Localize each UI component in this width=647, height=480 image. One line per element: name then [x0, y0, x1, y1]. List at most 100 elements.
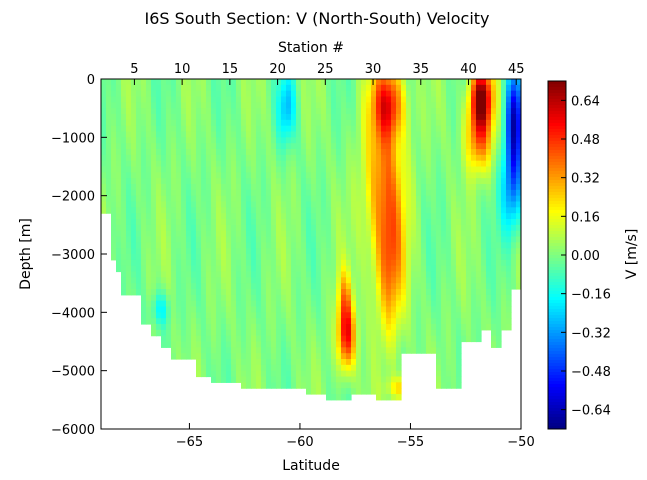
colorbar-segment — [548, 387, 566, 391]
heatmap-cell — [366, 300, 372, 308]
heatmap-cell — [391, 312, 397, 319]
heatmap-cell — [436, 265, 442, 273]
heatmap-cell — [221, 259, 227, 267]
heatmap-cell — [436, 131, 442, 138]
heatmap-cell — [506, 172, 512, 179]
heatmap-cell — [181, 324, 187, 331]
heatmap-cell — [261, 271, 267, 278]
heatmap-cell — [501, 213, 507, 220]
heatmap-cell — [486, 312, 492, 319]
heatmap-cell — [226, 236, 232, 243]
heatmap-cell — [361, 108, 367, 115]
heatmap-cell — [291, 230, 297, 238]
heatmap-cell — [201, 265, 207, 273]
heatmap-cell — [171, 84, 177, 92]
heatmap-cell — [241, 306, 247, 313]
heatmap-cell — [261, 364, 267, 372]
heatmap-cell — [161, 236, 167, 243]
heatmap-cell — [396, 201, 402, 208]
heatmap-cell — [101, 189, 107, 197]
heatmap-cell — [441, 341, 447, 348]
heatmap-cell — [116, 96, 122, 103]
heatmap-cell — [181, 131, 187, 138]
heatmap-cell — [406, 84, 412, 92]
heatmap-cell — [306, 306, 312, 313]
heatmap-cell — [151, 224, 157, 232]
heatmap-cell — [271, 154, 277, 162]
heatmap-cell — [256, 96, 262, 103]
colorbar-segment — [548, 381, 566, 385]
heatmap-cell — [111, 79, 117, 86]
heatmap-cell — [386, 79, 392, 86]
heatmap-cell — [171, 300, 177, 308]
heatmap-cell — [116, 207, 122, 214]
heatmap-cell — [216, 108, 222, 115]
heatmap-cell — [366, 224, 372, 232]
heatmap-cell — [151, 213, 157, 220]
heatmap-cell — [251, 382, 257, 389]
heatmap-cell — [496, 265, 502, 273]
heatmap-cell — [456, 265, 462, 273]
heatmap-cell — [436, 324, 442, 331]
heatmap-cell — [246, 283, 252, 290]
heatmap-cell — [486, 114, 492, 121]
heatmap-cell — [101, 172, 107, 179]
heatmap-cell — [136, 102, 142, 109]
heatmap-cell — [196, 306, 202, 313]
heatmap-cell — [421, 324, 427, 331]
heatmap-cell — [271, 119, 277, 127]
heatmap-cell — [121, 195, 127, 203]
heatmap-cell — [371, 207, 377, 214]
heatmap-cell — [251, 149, 257, 156]
heatmap-cell — [451, 364, 457, 372]
heatmap-cell — [431, 242, 437, 249]
heatmap-cell — [111, 248, 117, 255]
heatmap-cell — [181, 289, 187, 296]
heatmap-cell — [441, 312, 447, 319]
heatmap-cell — [206, 84, 212, 92]
heatmap-cell — [181, 149, 187, 156]
heatmap-cell — [341, 160, 347, 168]
heatmap-cell — [111, 102, 117, 109]
heatmap-cell — [206, 189, 212, 197]
heatmap-cell — [166, 271, 172, 278]
heatmap-cell — [276, 359, 282, 366]
heatmap-cell — [406, 172, 412, 179]
heatmap-cell — [476, 265, 482, 273]
heatmap-cell — [131, 154, 137, 162]
heatmap-cell — [446, 160, 452, 168]
heatmap-cell — [281, 236, 287, 243]
heatmap-cell — [176, 108, 182, 115]
heatmap-cell — [246, 195, 252, 203]
heatmap-cell — [496, 108, 502, 115]
heatmap-cell — [136, 154, 142, 162]
heatmap-cell — [491, 318, 497, 325]
heatmap-cell — [151, 154, 157, 162]
heatmap-cell — [251, 154, 257, 162]
heatmap-cell — [466, 259, 472, 267]
heatmap-cell — [266, 96, 272, 103]
heatmap-cell — [261, 289, 267, 296]
heatmap-cell — [376, 79, 382, 86]
heatmap-cell — [341, 364, 347, 372]
heatmap-cell — [241, 324, 247, 331]
heatmap-cell — [216, 254, 222, 261]
heatmap-cell — [326, 318, 332, 325]
heatmap-cell — [451, 370, 457, 378]
heatmap-cell — [386, 154, 392, 162]
heatmap-cell — [271, 184, 277, 191]
heatmap-cell — [186, 224, 192, 232]
heatmap-cell — [121, 149, 127, 156]
heatmap-cell — [241, 114, 247, 121]
heatmap-cell — [161, 300, 167, 308]
heatmap-cell — [286, 359, 292, 366]
heatmap-cell — [471, 154, 477, 162]
heatmap-cell — [166, 108, 172, 115]
heatmap-cell — [236, 201, 242, 208]
heatmap-cell — [206, 143, 212, 150]
heatmap-cell — [406, 119, 412, 127]
heatmap-cell — [336, 370, 342, 378]
heatmap-cell — [401, 108, 407, 115]
heatmap-cell — [506, 143, 512, 150]
heatmap-cell — [456, 184, 462, 191]
